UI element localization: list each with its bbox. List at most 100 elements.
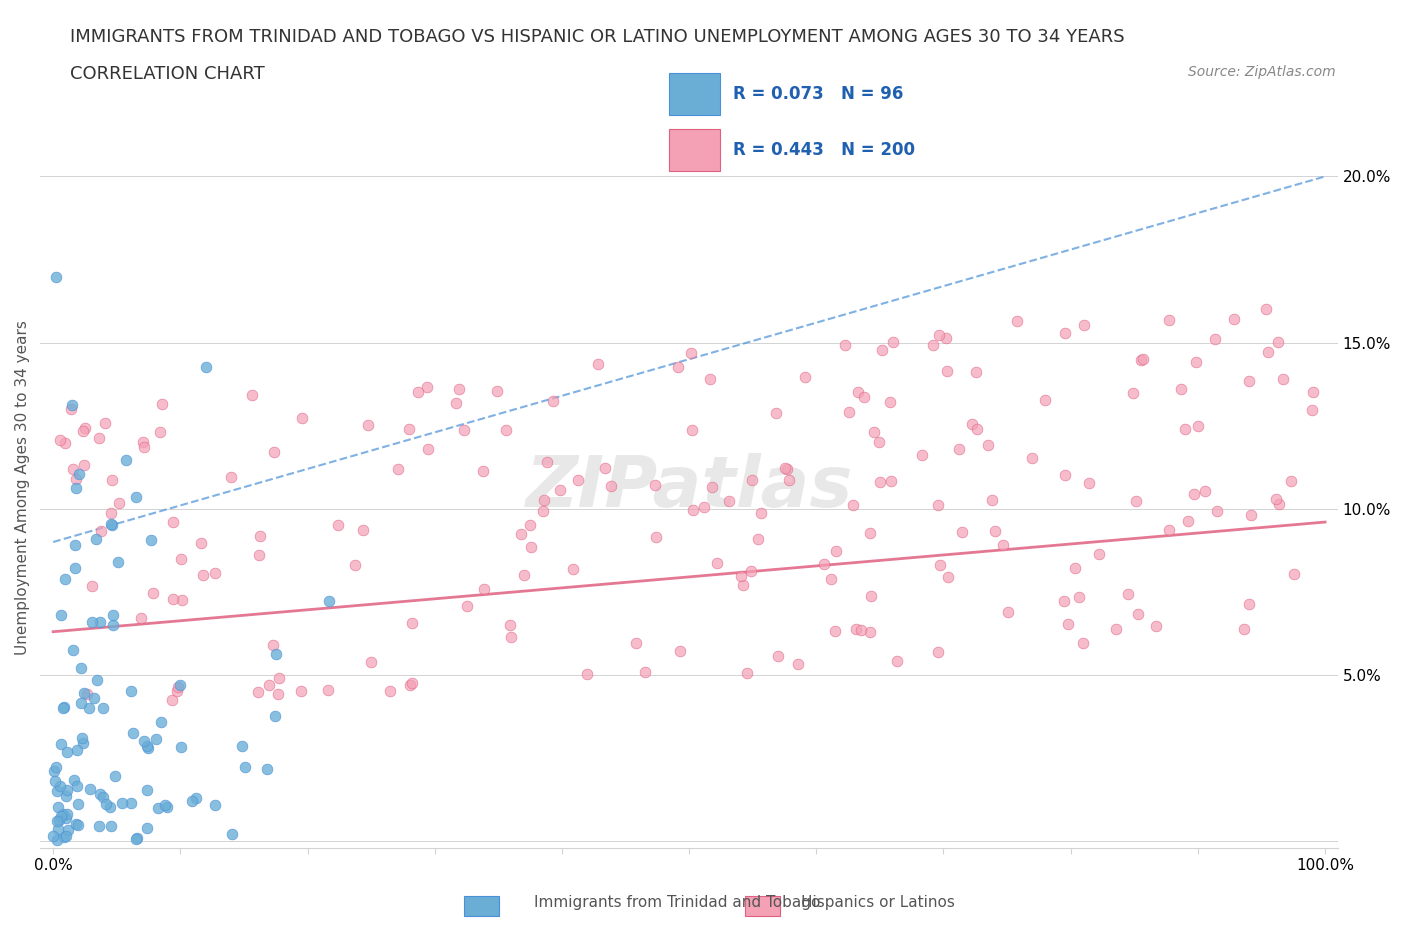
- Point: [46, 832, 69, 847]
- Point: [501, 630, 523, 644]
- Point: [56, 744, 79, 759]
- Point: [70, 660, 93, 675]
- Point: [103, 618, 125, 632]
- Point: [115, 453, 138, 468]
- Point: [911, 447, 934, 462]
- Point: [950, 525, 973, 539]
- Point: [46, 814, 69, 829]
- Point: [136, 741, 159, 756]
- Point: [1144, 618, 1167, 633]
- Text: R = 0.443   N = 200: R = 0.443 N = 200: [733, 141, 914, 159]
- Point: [70, 696, 93, 711]
- Point: [1239, 508, 1261, 523]
- Point: [1088, 546, 1111, 561]
- Point: [1071, 636, 1094, 651]
- Point: [132, 439, 155, 454]
- Point: [997, 604, 1019, 619]
- Point: [1205, 503, 1227, 518]
- Point: [66, 778, 89, 793]
- Point: [45, 783, 67, 798]
- Point: [868, 435, 890, 450]
- Point: [65, 472, 87, 486]
- Point: [886, 653, 908, 668]
- Point: [45, 760, 67, 775]
- Point: [519, 517, 541, 532]
- Point: [52, 830, 75, 844]
- Point: [65, 817, 87, 831]
- Point: [139, 533, 162, 548]
- Point: [89, 786, 111, 801]
- Point: [67, 817, 90, 832]
- Point: [56, 783, 79, 798]
- Point: [1170, 381, 1192, 396]
- Point: [735, 666, 758, 681]
- Point: [60, 401, 83, 416]
- Point: [67, 797, 90, 812]
- Point: [221, 470, 243, 485]
- Point: [100, 516, 122, 531]
- Point: [863, 424, 886, 439]
- Point: [1194, 484, 1216, 498]
- Point: [1157, 312, 1180, 327]
- Point: [444, 396, 467, 411]
- Point: [852, 390, 875, 405]
- Point: [872, 342, 894, 357]
- Point: [1204, 332, 1226, 347]
- Point: [533, 493, 555, 508]
- Point: [575, 667, 598, 682]
- Point: [935, 364, 957, 379]
- Point: [67, 467, 90, 482]
- Point: [717, 494, 740, 509]
- Point: [668, 643, 690, 658]
- Point: [121, 726, 143, 741]
- Point: [825, 543, 848, 558]
- Point: [249, 528, 271, 543]
- Point: [204, 565, 226, 580]
- Point: [699, 371, 721, 386]
- Point: [787, 657, 810, 671]
- Point: [447, 381, 470, 396]
- Point: [56, 806, 79, 821]
- Text: R = 0.073   N = 96: R = 0.073 N = 96: [733, 86, 903, 103]
- Point: [70, 731, 93, 746]
- Point: [52, 699, 75, 714]
- Point: [166, 680, 188, 695]
- Point: [927, 644, 949, 659]
- Point: [634, 665, 657, 680]
- Point: [46, 821, 69, 836]
- Text: ZIPatlas: ZIPatlas: [526, 453, 853, 522]
- Point: [48, 779, 70, 794]
- Point: [44, 764, 66, 778]
- Point: [318, 594, 340, 609]
- Text: Source: ZipAtlas.com: Source: ZipAtlas.com: [1188, 65, 1336, 79]
- Point: [132, 734, 155, 749]
- Point: [1078, 475, 1101, 490]
- Point: [180, 794, 202, 809]
- Point: [156, 799, 179, 814]
- Point: [644, 477, 666, 492]
- Point: [509, 527, 531, 542]
- Point: [204, 797, 226, 812]
- Point: [984, 524, 1007, 538]
- Point: [681, 422, 703, 437]
- Point: [72, 423, 94, 438]
- Point: [53, 572, 76, 587]
- Point: [290, 684, 312, 698]
- Point: [859, 625, 882, 640]
- Point: [148, 800, 170, 815]
- Point: [162, 693, 184, 708]
- Point: [166, 684, 188, 698]
- Point: [820, 572, 842, 587]
- Point: [838, 405, 860, 419]
- Point: [53, 435, 76, 450]
- Point: [740, 564, 762, 578]
- Point: [100, 473, 122, 488]
- Point: [264, 646, 287, 661]
- Point: [100, 517, 122, 532]
- Point: [536, 455, 558, 470]
- Point: [193, 567, 215, 582]
- Text: Immigrants from Trinidad and Tobago: Immigrants from Trinidad and Tobago: [534, 895, 821, 910]
- Point: [531, 503, 554, 518]
- Point: [741, 472, 763, 487]
- Point: [927, 498, 949, 512]
